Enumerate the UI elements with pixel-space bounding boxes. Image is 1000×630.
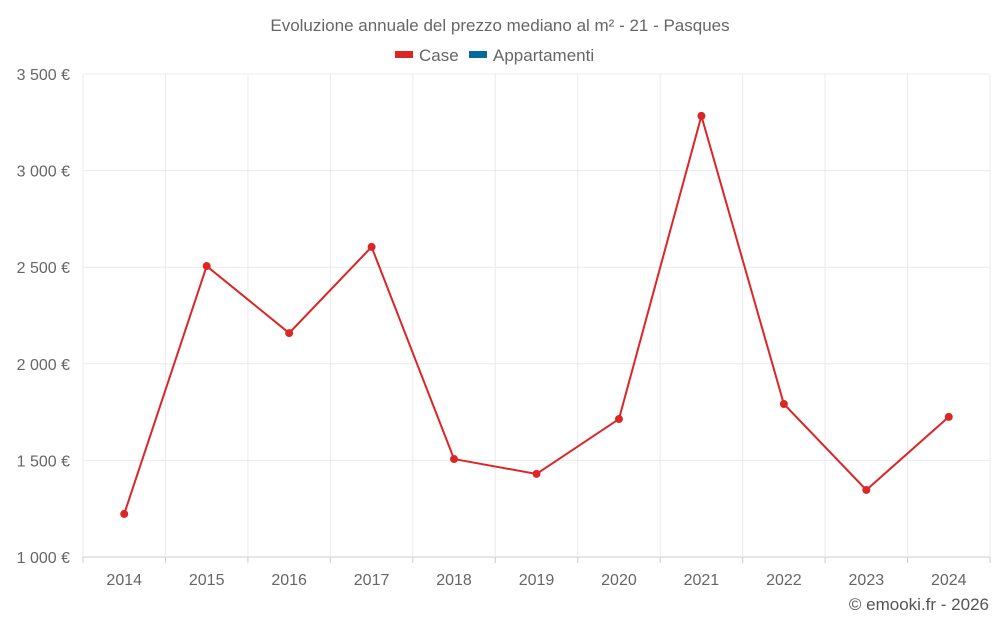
x-tick-label: 2019: [519, 572, 555, 589]
y-tick-label: 3 500 €: [17, 67, 70, 84]
legend: Case Appartamenti: [395, 46, 594, 65]
x-tick-label: 2021: [684, 572, 720, 589]
legend-swatch-appartamenti: [469, 51, 487, 58]
data-point: [367, 242, 376, 251]
y-tick-label: 2 500 €: [17, 260, 70, 277]
y-tick-label: 2 000 €: [17, 357, 70, 374]
data-point: [532, 469, 541, 478]
data-point: [944, 412, 953, 421]
x-tick-label: 2022: [766, 572, 802, 589]
series: [120, 111, 953, 518]
legend-label: Appartamenti: [493, 46, 594, 65]
credit-text: © emooki.fr - 2026: [849, 595, 989, 614]
data-point: [202, 262, 211, 271]
x-tick-label: 2023: [849, 572, 885, 589]
x-tick-label: 2020: [601, 572, 637, 589]
axes: 1 000 € 1 500 € 2 000 € 2 500 € 3 000 € 3 500…: [17, 67, 991, 589]
x-tick-label: 2024: [931, 572, 967, 589]
data-point: [697, 111, 706, 120]
data-point: [779, 399, 788, 408]
x-tick-label: 2016: [271, 572, 307, 589]
x-tick-label: 2015: [189, 572, 225, 589]
data-point: [450, 455, 459, 464]
data-point: [614, 415, 623, 424]
x-tick-label: 2017: [354, 572, 390, 589]
data-point: [120, 509, 129, 518]
data-point: [862, 485, 871, 494]
y-tick-label: 1 000 €: [17, 550, 70, 567]
y-tick-label: 1 500 €: [17, 453, 70, 470]
chart-title: Evoluzione annuale del prezzo mediano al…: [270, 16, 729, 35]
y-tick-label: 3 000 €: [17, 164, 70, 181]
legend-label: Case: [419, 46, 459, 65]
x-tick-label: 2018: [436, 572, 472, 589]
data-point: [285, 329, 294, 338]
x-tick-label: 2014: [106, 572, 142, 589]
legend-swatch-case: [395, 51, 413, 58]
grid: [82, 73, 991, 558]
